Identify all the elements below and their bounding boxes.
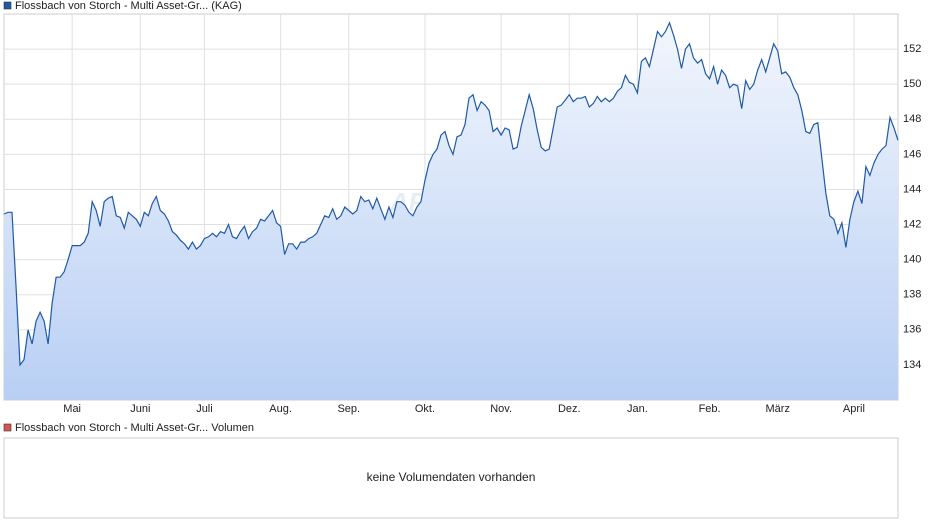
y-tick-label: 144 bbox=[903, 183, 921, 195]
x-tick-label: Sep. bbox=[337, 403, 360, 415]
x-tick-label: Juni bbox=[130, 403, 150, 415]
legend-swatch bbox=[3, 1, 12, 10]
y-tick-label: 152 bbox=[903, 43, 921, 55]
x-tick-label: Nov. bbox=[490, 403, 512, 415]
y-tick-label: 150 bbox=[903, 78, 921, 90]
x-tick-label: Juli bbox=[196, 403, 213, 415]
x-tick-label: Aug. bbox=[269, 403, 292, 415]
x-tick-label: März bbox=[766, 403, 790, 415]
x-tick-label: Feb. bbox=[699, 403, 721, 415]
y-tick-label: 136 bbox=[903, 324, 921, 336]
legend-swatch bbox=[3, 423, 12, 432]
y-tick-label: 140 bbox=[903, 254, 921, 266]
volume-legend-label: Flossbach von Storch - Multi Asset-Gr...… bbox=[15, 422, 254, 434]
x-tick-label: Mai bbox=[63, 403, 81, 415]
area bbox=[4, 22, 898, 401]
y-tick-label: 138 bbox=[903, 289, 921, 301]
y-tick-label: 142 bbox=[903, 218, 921, 230]
volume-message: keine Volumendaten vorhanden bbox=[367, 470, 536, 484]
line bbox=[3, 21, 899, 367]
volume-frame bbox=[3, 437, 899, 519]
legend-label: Flossbach von Storch - Multi Asset-Gr...… bbox=[15, 0, 242, 12]
y-tick-label: 134 bbox=[903, 359, 921, 371]
x-tick-label: Okt. bbox=[415, 403, 435, 415]
y-tick-label: 146 bbox=[903, 148, 921, 160]
x-tick-label: Dez. bbox=[558, 403, 581, 415]
x-tick-label: Jan. bbox=[627, 403, 648, 415]
y-tick-label: 148 bbox=[903, 113, 921, 125]
x-tick-label: April bbox=[843, 403, 865, 415]
